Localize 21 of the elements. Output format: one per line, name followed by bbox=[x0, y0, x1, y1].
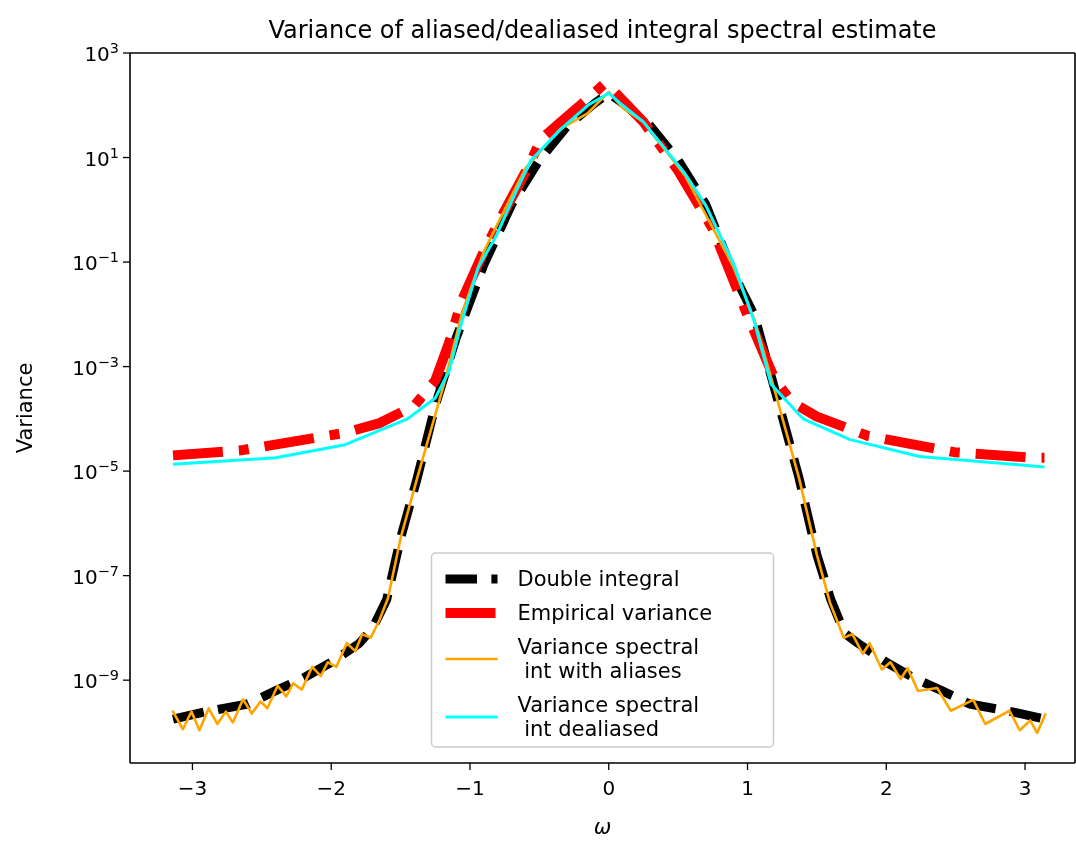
y-tick-label: 10$^{−5}$ bbox=[72, 458, 119, 485]
legend-label: Double integral bbox=[517, 567, 680, 591]
x-axis-title: ω bbox=[593, 815, 612, 839]
x-tick-label: −2 bbox=[316, 776, 346, 800]
y-axis-title: Variance bbox=[13, 362, 37, 454]
x-tick-label: 3 bbox=[1018, 776, 1032, 800]
legend-label: Variance spectral int with aliases bbox=[517, 635, 700, 683]
y-tick-label: 10$^{−3}$ bbox=[72, 353, 119, 380]
x-tick-label: 2 bbox=[879, 776, 893, 800]
x-tick-label: −3 bbox=[177, 776, 208, 800]
x-tick-label: 0 bbox=[602, 776, 616, 800]
y-tick-label: 10$^{−9}$ bbox=[72, 667, 119, 694]
y-tick-label: 10$^{1}$ bbox=[84, 144, 119, 171]
y-tick-label: 10$^{3}$ bbox=[84, 40, 119, 66]
x-tick-label: −1 bbox=[455, 776, 485, 800]
y-tick-label: 10$^{−7}$ bbox=[72, 562, 119, 589]
legend-label: Variance spectral int dealiased bbox=[517, 693, 700, 741]
x-tick-label: 1 bbox=[741, 776, 754, 800]
chart-title: Variance of aliased/dealiased integral spectral estimate bbox=[268, 16, 937, 44]
y-tick-label: 10$^{−1}$ bbox=[72, 249, 119, 276]
legend-label: Empirical variance bbox=[517, 601, 713, 625]
